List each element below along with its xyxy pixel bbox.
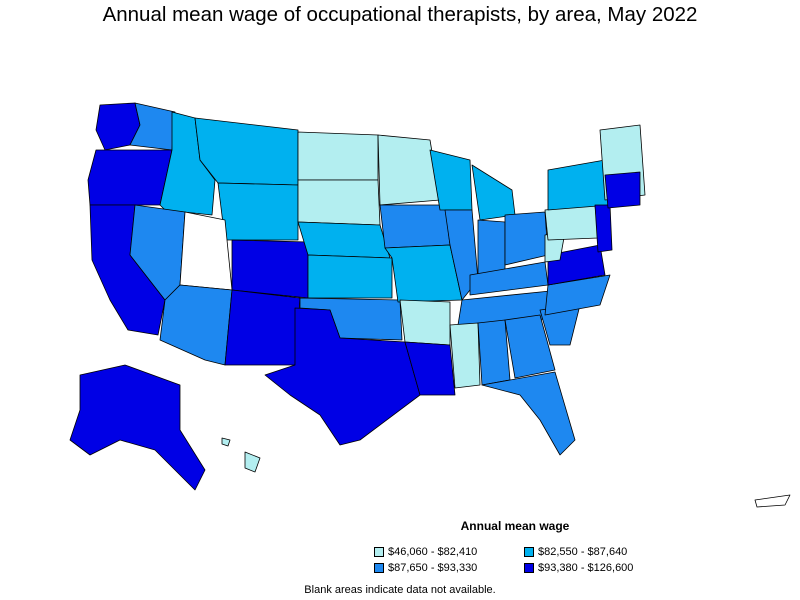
region-texas xyxy=(264,307,421,446)
region-georgia xyxy=(504,314,556,379)
region-ohio xyxy=(504,211,549,266)
legend-item-4: $93,380 - $126,600 xyxy=(524,561,633,575)
legend-swatch-4 xyxy=(524,563,534,573)
region-new-mexico xyxy=(224,289,301,366)
region-iowa xyxy=(379,204,451,249)
region-nebraska xyxy=(297,221,391,259)
region-utah xyxy=(179,211,233,291)
region-wisconsin xyxy=(429,149,473,211)
region-alabama xyxy=(477,319,511,386)
legend-item-3: $87,650 - $93,330 xyxy=(374,561,477,575)
legend-label-2: $82,550 - $87,640 xyxy=(538,546,628,558)
region-wyoming xyxy=(217,182,299,241)
region-colorado xyxy=(231,239,309,299)
region-new-york xyxy=(547,159,611,211)
region-washington-east xyxy=(129,102,176,151)
legend-label-3: $87,650 - $93,330 xyxy=(388,562,478,574)
legend-label-4: $93,380 - $126,600 xyxy=(538,562,634,574)
region-kansas xyxy=(307,254,393,299)
region-virginia xyxy=(547,244,606,286)
region-oregon xyxy=(87,149,173,206)
region-arizona xyxy=(159,284,233,366)
region-hawaii-big xyxy=(244,451,261,473)
region-north-dakota xyxy=(297,131,379,181)
legend-label-1: $46,060 - $82,410 xyxy=(388,546,478,558)
region-arkansas xyxy=(399,299,451,346)
legend-item-1: $46,060 - $82,410 xyxy=(374,545,477,559)
region-massachusetts-ct xyxy=(604,171,641,209)
legend-swatch-3 xyxy=(374,563,384,573)
region-puerto-rico xyxy=(754,494,791,508)
region-pennsylvania xyxy=(544,204,599,241)
footnote: Blank areas indicate data not available. xyxy=(304,584,496,596)
region-alaska xyxy=(69,364,206,491)
legend-swatch-2 xyxy=(524,547,534,557)
legend-title: Annual mean wage xyxy=(460,519,570,533)
legend-item-2: $82,550 - $87,640 xyxy=(524,545,627,559)
region-south-dakota xyxy=(297,179,381,226)
region-florida xyxy=(481,371,576,456)
legend-swatch-1 xyxy=(374,547,384,557)
region-new-jersey-maryland xyxy=(594,204,613,253)
region-michigan xyxy=(471,164,516,221)
region-missouri xyxy=(384,244,463,303)
map-title: Annual mean wage of occupational therapi… xyxy=(102,3,698,26)
region-north-carolina xyxy=(544,274,611,316)
region-mississippi xyxy=(449,322,481,389)
region-louisiana xyxy=(404,341,456,396)
region-minnesota xyxy=(377,134,441,206)
region-hawaii-small xyxy=(221,437,231,447)
